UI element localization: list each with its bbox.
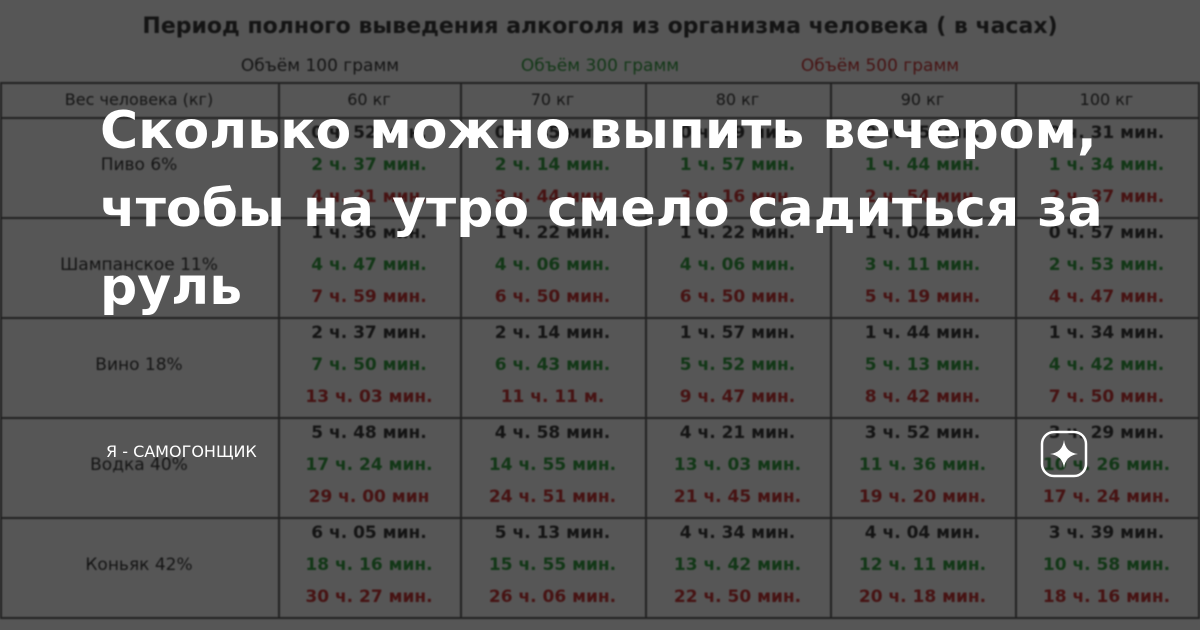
overlay-title: Сколько можно выпить вечером, чтобы на у… (100, 101, 1103, 317)
logo (1040, 430, 1088, 478)
channel-name: Я - САМОГОНЩИК (106, 442, 257, 461)
